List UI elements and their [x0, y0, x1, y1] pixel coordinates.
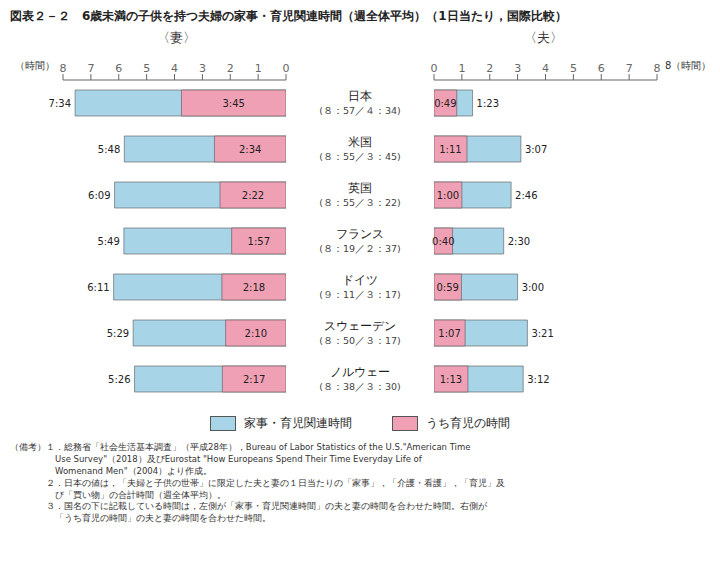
svg-text:5:48: 5:48	[98, 144, 120, 155]
html-text:(９：11／３：17): (９：11／３：17)	[319, 289, 401, 300]
svg-text:1:57: 1:57	[248, 236, 270, 247]
svg-text:1: 1	[255, 62, 262, 75]
html-text:(８：55／３：22): (８：55／３：22)	[319, 197, 401, 208]
html-text:び「買い物」の合計時間（週全体平均）。: び「買い物」の合計時間（週全体平均）。	[10, 489, 226, 500]
svg-text:2:30: 2:30	[508, 236, 530, 247]
svg-text:3: 3	[514, 62, 521, 75]
html-text:フランス: フランス	[336, 227, 384, 241]
svg-text:5:29: 5:29	[107, 328, 129, 339]
html-text:日本: 日本	[348, 89, 372, 103]
svg-text:3:45: 3:45	[223, 98, 245, 109]
html-text:(８：19／２：37): (８：19／２：37)	[319, 243, 401, 254]
svg-text:2:17: 2:17	[243, 374, 265, 385]
html-text:家事・育児関連時間: 家事・育児関連時間	[244, 416, 352, 430]
html-text:(８：38／３：30): (８：38／３：30)	[319, 381, 401, 392]
svg-text:2: 2	[227, 62, 234, 75]
svg-text:7: 7	[626, 62, 633, 75]
svg-text:0:49: 0:49	[434, 98, 456, 109]
svg-text:2:18: 2:18	[243, 282, 265, 293]
svg-text:1:07: 1:07	[438, 328, 460, 339]
svg-text:0: 0	[283, 62, 290, 75]
svg-text:1:00: 1:00	[437, 190, 459, 201]
html-text:３．国名の下に記載している時間は，左側が「家事・育児関連時間: ３．国名の下に記載している時間は，左側が「家事・育児関連時間」の夫と妻の時間を合…	[10, 501, 487, 512]
svg-text:6: 6	[115, 62, 122, 75]
html-text:うち育児の時間: うち育児の時間	[426, 416, 510, 430]
html-text:英国: 英国	[348, 181, 372, 195]
svg-text:3:12: 3:12	[527, 374, 549, 385]
svg-text:0:59: 0:59	[436, 282, 458, 293]
svg-text:1:23: 1:23	[477, 98, 499, 109]
html-text:スウェーデン: スウェーデン	[324, 319, 396, 333]
svg-text:3:00: 3:00	[522, 282, 544, 293]
svg-text:6:11: 6:11	[87, 282, 109, 293]
html-text:（時間）: （時間）	[15, 60, 55, 71]
svg-text:6:09: 6:09	[88, 190, 110, 201]
svg-text:2: 2	[486, 62, 493, 75]
html-text:〈妻〉: 〈妻〉	[157, 30, 196, 45]
svg-text:2:46: 2:46	[515, 190, 537, 201]
svg-text:5: 5	[570, 62, 577, 75]
svg-text:3:21: 3:21	[531, 328, 553, 339]
svg-text:7: 7	[87, 62, 94, 75]
svg-text:1:11: 1:11	[439, 144, 461, 155]
html-text:図表２－２ 6歳未満の子供を持つ夫婦の家事・育児関連時間（週: 図表２－２ 6歳未満の子供を持つ夫婦の家事・育児関連時間（週全体平均）（1日当た…	[10, 9, 567, 23]
svg-text:8: 8	[654, 62, 661, 75]
html-text:(８：55／３：45): (８：55／３：45)	[319, 151, 401, 162]
svg-text:0:40: 0:40	[432, 236, 454, 247]
html-text:（備考）１．総務省「社会生活基本調査」（平成28年），Bur: （備考）１．総務省「社会生活基本調査」（平成28年），Bureau of Lab…	[10, 442, 471, 452]
html-text:(８：50／３：17): (８：50／３：17)	[319, 335, 401, 346]
html-text:ノルウェー: ノルウェー	[330, 365, 390, 379]
svg-text:3: 3	[199, 62, 206, 75]
html-text:8（時間）: 8（時間）	[665, 60, 712, 71]
html-text:ドイツ: ドイツ	[342, 273, 378, 287]
svg-text:5:26: 5:26	[108, 374, 130, 385]
html-text:〈夫〉: 〈夫〉	[524, 30, 563, 45]
svg-text:3:07: 3:07	[525, 144, 547, 155]
svg-text:7:34: 7:34	[49, 98, 71, 109]
svg-text:4: 4	[171, 62, 178, 75]
html-text:米国: 米国	[348, 135, 372, 149]
svg-text:2:10: 2:10	[245, 328, 267, 339]
html-text:Use Survey"（2018）及びEurostat "H: Use Survey"（2018）及びEurostat "How Europea…	[10, 453, 422, 464]
svg-text:0: 0	[431, 62, 438, 75]
html-text:Womenand Men"（2004）より作成。: Womenand Men"（2004）より作成。	[10, 465, 213, 476]
svg-text:8: 8	[60, 62, 67, 75]
svg-text:2:22: 2:22	[242, 190, 264, 201]
svg-text:6: 6	[598, 62, 605, 75]
html-text:２．日本の値は，「夫婦と子供の世帯」に限定した夫と妻の１日当: ２．日本の値は，「夫婦と子供の世帯」に限定した夫と妻の１日当たりの「家事」，「介…	[10, 477, 505, 488]
html-text:「うち育児の時間」の夫と妻の時間を合わせた時間。: 「うち育児の時間」の夫と妻の時間を合わせた時間。	[10, 513, 271, 524]
svg-text:4: 4	[542, 62, 549, 75]
svg-text:1:13: 1:13	[440, 374, 462, 385]
svg-text:1: 1	[458, 62, 465, 75]
svg-text:5:49: 5:49	[97, 236, 119, 247]
svg-text:2:34: 2:34	[239, 144, 261, 155]
html-text:(８：57／４：34): (８：57／４：34)	[319, 105, 401, 116]
svg-text:5: 5	[143, 62, 150, 75]
